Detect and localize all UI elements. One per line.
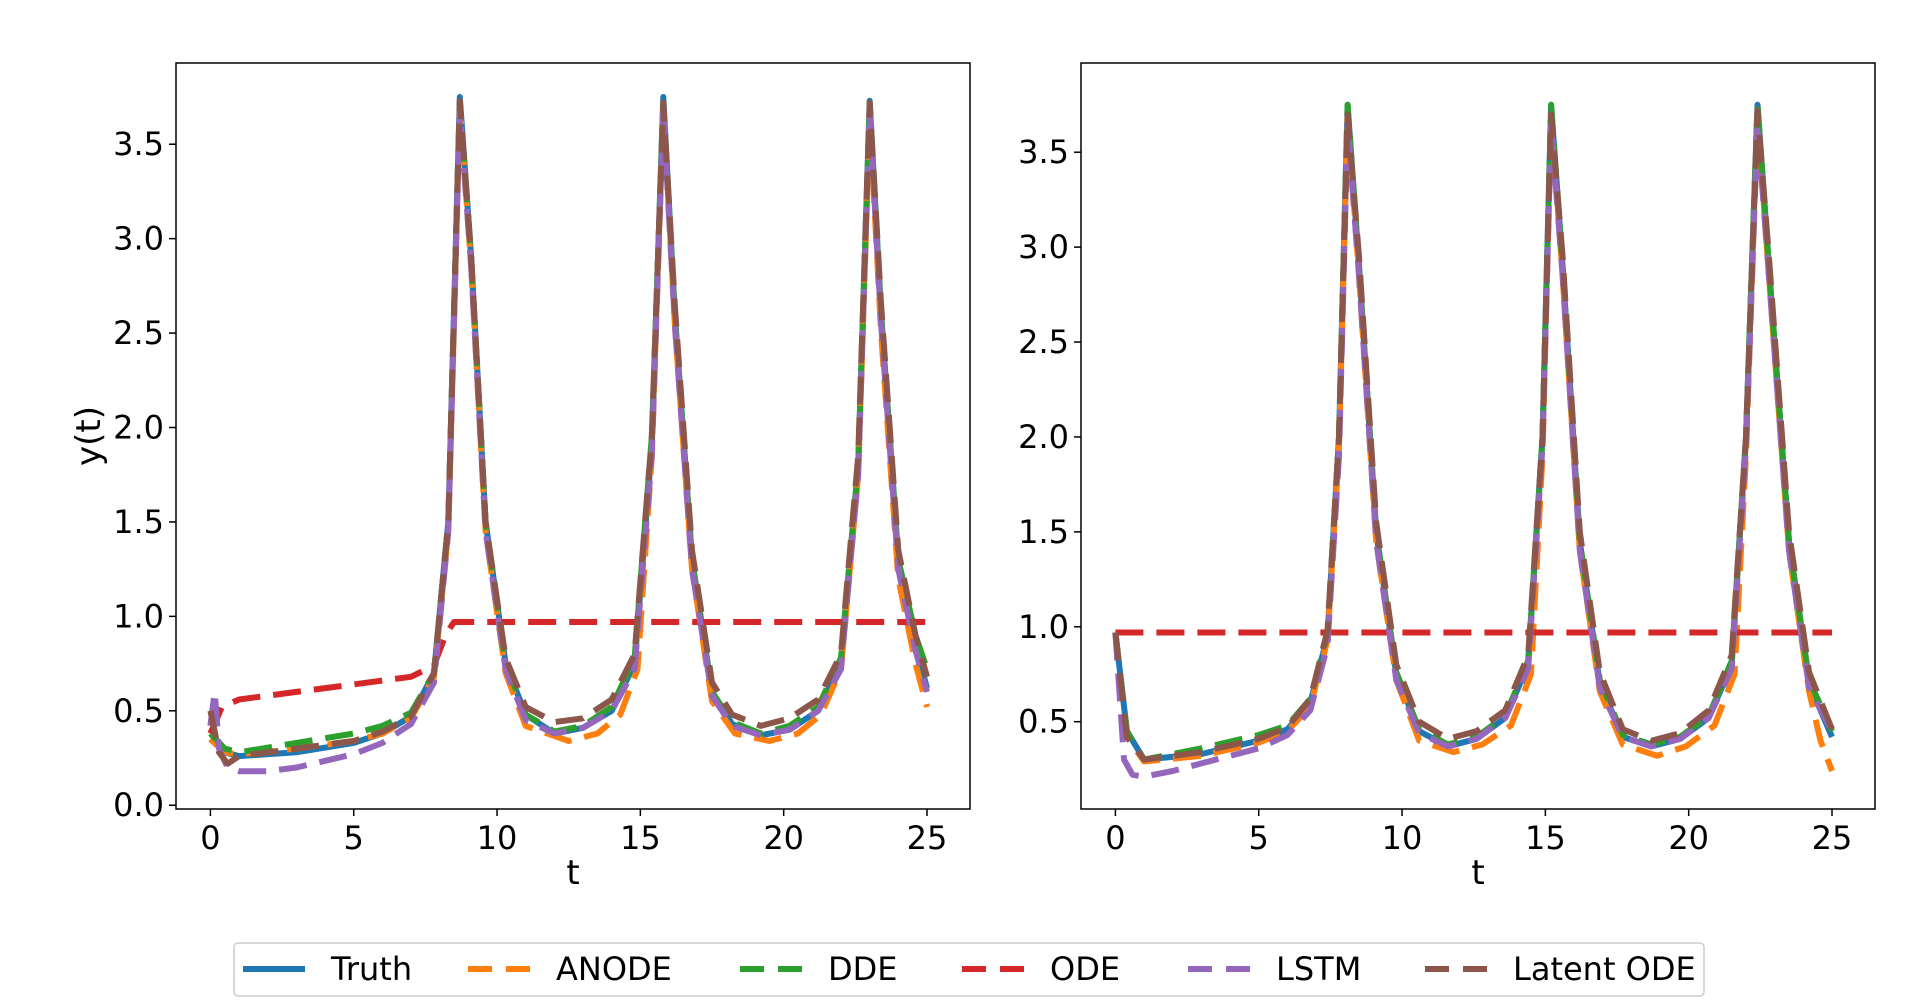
left-x-tick-label: 0: [200, 819, 220, 857]
legend-label-anode: ANODE: [556, 950, 672, 988]
right-plot-lines: [1112, 101, 1835, 780]
left-series-ode: [207, 619, 927, 735]
left-plot-frame: [175, 62, 971, 810]
left-series-truth: [208, 94, 930, 760]
right-x-tick-label: 20: [1668, 819, 1709, 857]
right-y-tick-label: 0.5: [1018, 703, 1069, 741]
left-series-lstm: [207, 107, 930, 775]
left-y-ticks: 0.0 0.5 1.0 1.5 2.0 2.5 3.0 3.5: [113, 125, 176, 824]
left-plot-lines: [207, 94, 930, 775]
right-plot-panel: 0 5 10 15 20 25 0.5 1.0 1.5 2.0 2.5 3.0 3.5 t: [1018, 62, 1876, 893]
left-y-tick-label: 1.0: [113, 597, 164, 635]
right-series-truth: [1112, 101, 1835, 763]
legend: Truth ANODE DDE ODE LSTM Latent ODE: [233, 942, 1705, 997]
left-y-tick-label: 3.5: [113, 125, 164, 163]
left-x-tick-label: 20: [763, 819, 804, 857]
right-x-ticks: 0 5 10 15 20 25: [1105, 809, 1852, 857]
right-x-tick-label: 0: [1105, 819, 1125, 857]
right-y-tick-label: 3.0: [1018, 228, 1069, 266]
legend-label-ode: ODE: [1050, 950, 1120, 988]
right-y-tick-label: 2.5: [1018, 323, 1069, 361]
left-x-tick-label: 5: [344, 819, 364, 857]
right-x-tick-label: 25: [1812, 819, 1853, 857]
left-y-tick-label: 0.0: [113, 786, 164, 824]
right-x-tick-label: 10: [1382, 819, 1423, 857]
right-y-tick-label: 1.0: [1018, 608, 1069, 646]
right-plot-frame: [1080, 62, 1876, 810]
left-x-tick-label: 15: [620, 819, 661, 857]
left-y-tick-label: 3.0: [113, 220, 164, 258]
right-y-tick-label: 3.5: [1018, 133, 1069, 171]
left-x-tick-label: 10: [477, 819, 518, 857]
right-series-latent-ode: [1112, 107, 1835, 763]
right-series-dde: [1112, 101, 1835, 763]
left-y-tick-label: 2.0: [113, 409, 164, 447]
left-y-axis-label: y(t): [69, 406, 109, 466]
right-y-ticks: 0.5 1.0 1.5 2.0 2.5 3.0 3.5: [1018, 133, 1081, 741]
left-plot-panel: 0 5 10 15 20 25 0.0 0.5 1.0 1.5 2.0 2.5 3.0 3.5 t y(…: [69, 62, 971, 893]
legend-entries: Truth ANODE DDE ODE LSTM Latent ODE: [243, 950, 1696, 988]
legend-label-dde: DDE: [828, 950, 898, 988]
right-y-tick-label: 2.0: [1018, 418, 1069, 456]
left-x-tick-label: 25: [907, 819, 948, 857]
left-y-tick-label: 1.5: [113, 503, 164, 541]
left-x-ticks: 0 5 10 15 20 25: [200, 809, 947, 857]
left-series-latent-ode: [207, 97, 930, 767]
left-series-dde: [208, 99, 930, 756]
right-x-tick-label: 15: [1525, 819, 1566, 857]
left-series-anode: [208, 103, 930, 758]
right-x-tick-label: 5: [1249, 819, 1269, 857]
legend-label-latent-ode: Latent ODE: [1513, 950, 1696, 988]
legend-label-lstm: LSTM: [1276, 950, 1361, 988]
right-x-axis-label: t: [1471, 853, 1484, 893]
left-y-tick-label: 0.5: [113, 692, 164, 730]
right-y-tick-label: 1.5: [1018, 513, 1069, 551]
right-series-lstm: [1112, 120, 1835, 780]
left-y-tick-label: 2.5: [113, 314, 164, 352]
legend-label-truth: Truth: [330, 950, 412, 988]
left-x-axis-label: t: [566, 853, 579, 893]
